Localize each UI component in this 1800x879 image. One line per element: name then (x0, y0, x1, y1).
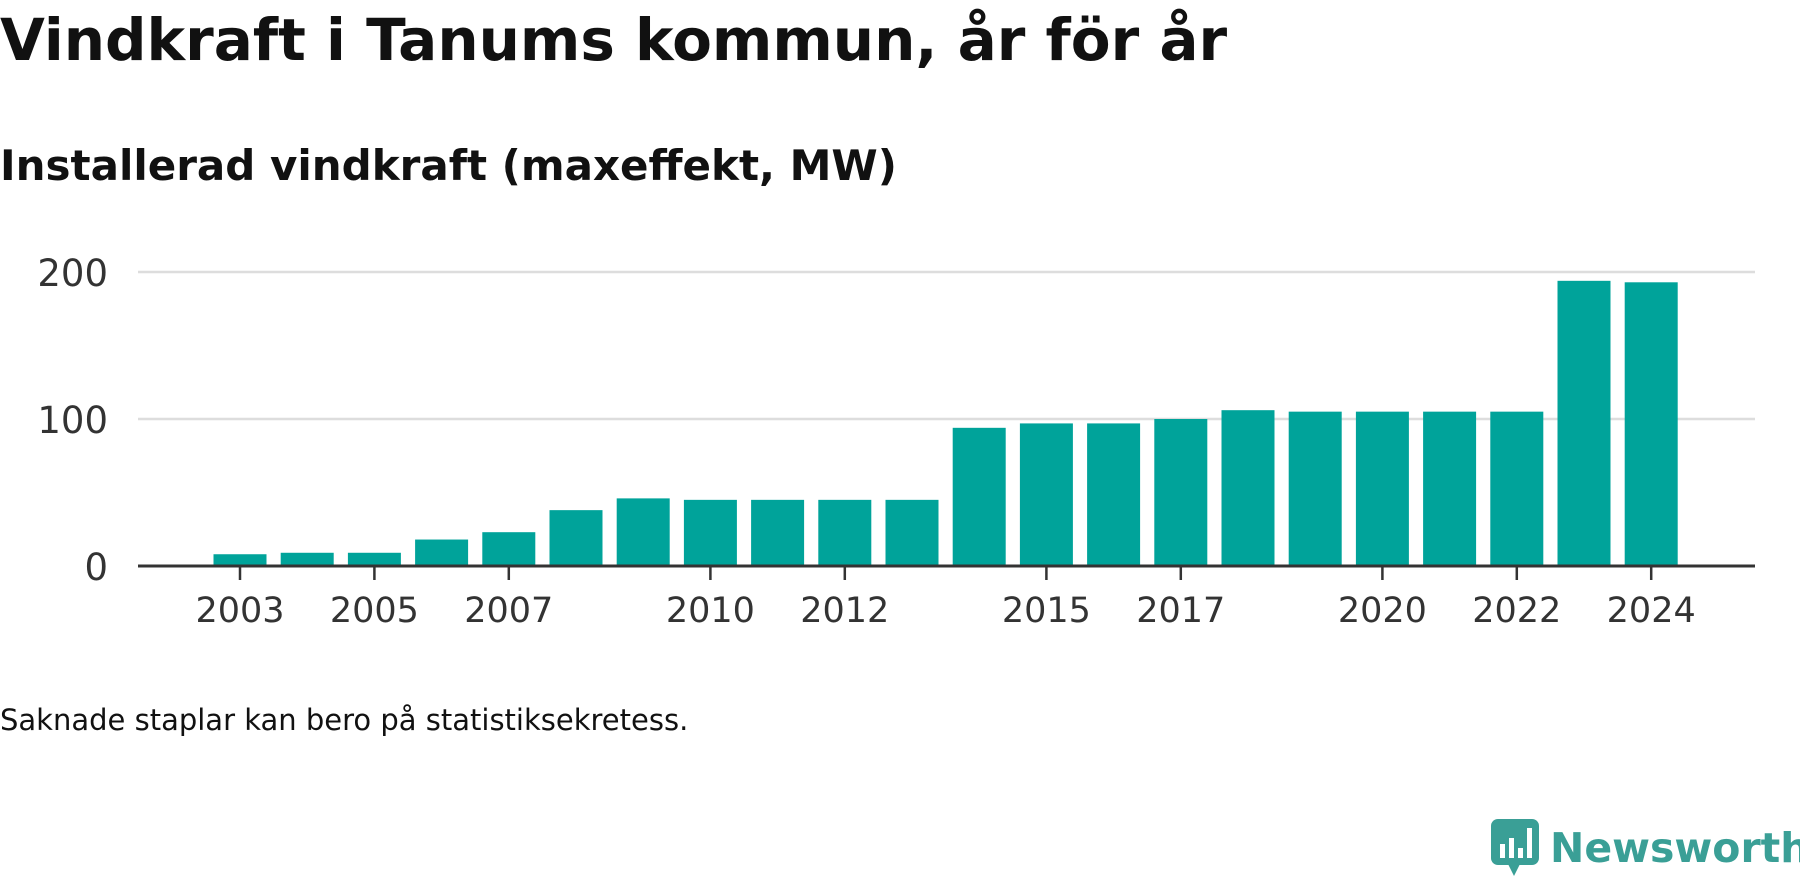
bars (213, 280, 1678, 566)
x-tick-label: 2012 (800, 591, 889, 631)
x-tick-label: 2022 (1472, 591, 1561, 631)
bar-2007[interactable] (482, 532, 536, 566)
bar-chart: 0 100 200 2003 2005 2007 2010 2012 2015 2017 2020 2… (37, 252, 1755, 631)
bar-2022[interactable] (1490, 411, 1544, 566)
brand-name: Newsworthy (1550, 824, 1800, 872)
tick-labels: 0 100 200 2003 2005 2007 2010 2012 2015 2017 2020 2… (37, 252, 1695, 631)
bar-2004[interactable] (280, 552, 334, 566)
x-tick-label: 2007 (464, 591, 553, 631)
bar-2018[interactable] (1221, 410, 1275, 566)
chart-subtitle: Installerad vindkraft (maxeffekt, MW) (0, 141, 897, 190)
chart-title: Vindkraft i Tanums kommun, år för år (0, 6, 1228, 74)
bar-2005[interactable] (347, 552, 401, 566)
bar-2011[interactable] (751, 499, 805, 566)
bar-2021[interactable] (1423, 411, 1477, 566)
y-tick-label: 200 (37, 252, 108, 295)
bar-2016[interactable] (1087, 423, 1141, 566)
bar-2024[interactable] (1624, 282, 1678, 566)
bar-2017[interactable] (1154, 419, 1208, 566)
bar-2013[interactable] (885, 499, 939, 566)
bar-2020[interactable] (1355, 411, 1409, 566)
y-tick-label: 0 (84, 546, 108, 589)
brand-logo[interactable]: Newsworthy (1490, 818, 1800, 878)
x-tick-label: 2010 (666, 591, 755, 631)
bar-2023[interactable] (1557, 280, 1611, 566)
bar-2012[interactable] (818, 499, 872, 566)
bar-2003[interactable] (213, 554, 267, 566)
x-tick-label: 2015 (1002, 591, 1091, 631)
x-tick-label: 2003 (195, 591, 284, 631)
bar-2010[interactable] (683, 499, 737, 566)
x-tick-label: 2020 (1338, 591, 1427, 631)
axes (138, 564, 1755, 580)
x-tick-label: 2005 (330, 591, 419, 631)
y-tick-label: 100 (37, 399, 108, 442)
bar-2008[interactable] (549, 510, 603, 566)
bar-2019[interactable] (1288, 411, 1342, 566)
x-tick-label: 2024 (1607, 591, 1696, 631)
bar-2006[interactable] (415, 539, 469, 566)
newsworthy-logo-icon (1491, 819, 1539, 876)
bar-2015[interactable] (1019, 423, 1073, 566)
footnote: Saknade staplar kan bero på statistiksek… (0, 703, 689, 737)
bar-2009[interactable] (616, 498, 670, 566)
bar-2014[interactable] (952, 427, 1006, 566)
x-tick-label: 2017 (1136, 591, 1225, 631)
grid-lines (138, 270, 1755, 421)
